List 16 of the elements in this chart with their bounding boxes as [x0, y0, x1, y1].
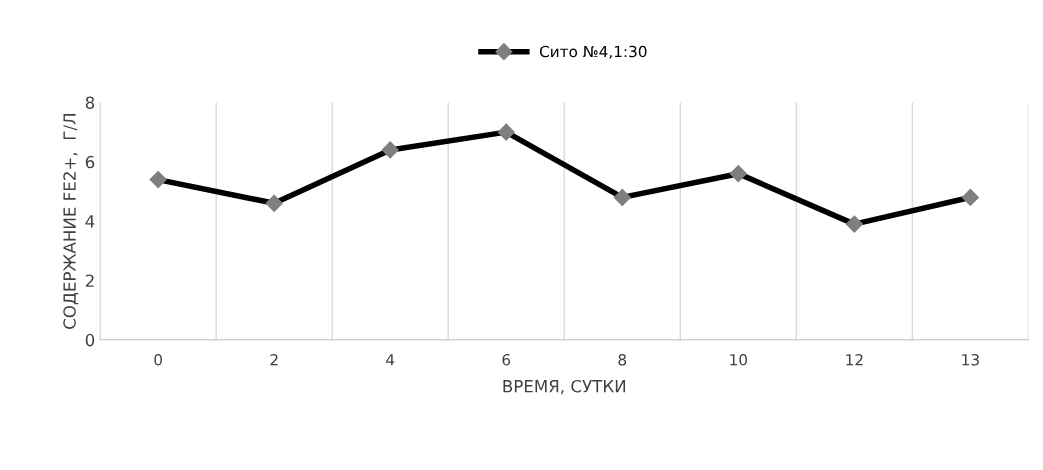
y-tick-label: 4	[85, 215, 95, 228]
y-axis-title: СОДЕРЖАНИЕ FE2+, Г/Л	[63, 114, 79, 329]
y-tick-label: 8	[85, 96, 95, 110]
x-tick-label: 2	[270, 353, 278, 366]
y-tick-label: 2	[85, 274, 94, 287]
x-tick-label: 8	[618, 353, 627, 366]
x-axis-title: ВРЕМЯ, СУТКИ	[503, 379, 626, 395]
legend-label: Сито №4,1:30	[539, 45, 647, 59]
y-tick-label: 6	[85, 155, 95, 169]
x-tick-label: 6	[502, 353, 511, 366]
x-tick-label: 4	[386, 354, 395, 366]
y-tick-label: 0	[85, 333, 95, 347]
x-tick-label: 0	[154, 353, 162, 366]
x-tick-label: 13	[962, 353, 979, 366]
x-tick-label: 10	[730, 353, 748, 366]
x-tick-label: 12	[846, 353, 863, 366]
